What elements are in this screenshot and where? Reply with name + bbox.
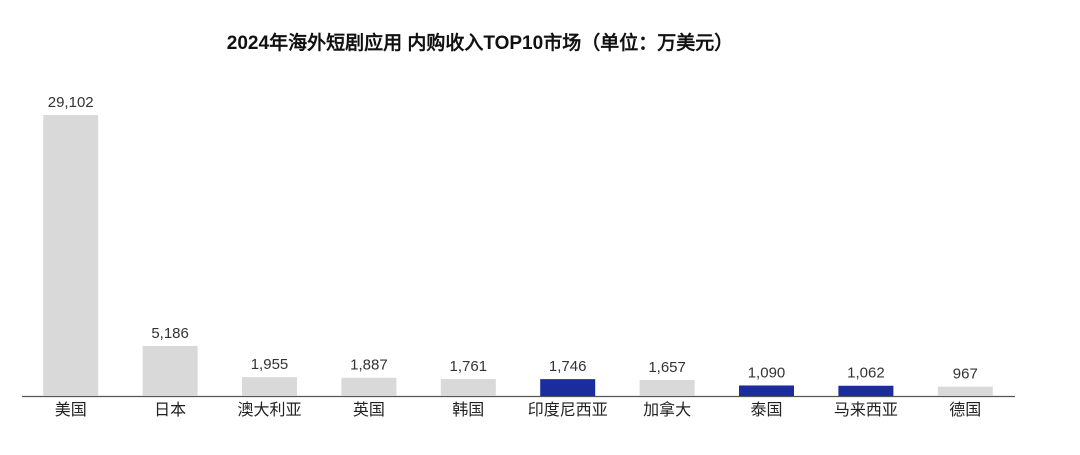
bar: [639, 380, 695, 396]
value-label: 1,887: [350, 357, 388, 374]
x-tick-label: 美国: [55, 401, 87, 419]
x-tick-label: 泰国: [750, 401, 782, 419]
value-label: 5,186: [151, 325, 189, 342]
chart-title: 2024年海外短剧应用 内购收入TOP10市场（单位：万美元）: [227, 31, 733, 54]
x-tick-label: 加拿大: [643, 400, 691, 419]
bar: [242, 377, 297, 396]
value-label: 29,102: [48, 94, 94, 111]
value-label: 1,090: [748, 364, 786, 381]
value-label: 1,761: [450, 358, 488, 375]
value-label: 1,746: [549, 358, 587, 375]
bar: [739, 385, 794, 396]
x-tick-label: 日本: [154, 401, 186, 419]
value-label: 1,062: [847, 365, 885, 382]
bar: [937, 386, 993, 396]
x-tick-label: 韩国: [452, 401, 484, 419]
x-tick-label: 英国: [353, 401, 385, 419]
value-label: 967: [953, 366, 978, 383]
x-tick-label: 印度尼西亚: [528, 401, 608, 419]
value-label: 1,657: [648, 359, 686, 376]
x-tick-label: 德国: [949, 401, 981, 419]
bar: [540, 379, 596, 396]
x-tick-label: 马来西亚: [834, 401, 898, 419]
bar: [43, 115, 99, 396]
bar: [838, 385, 894, 396]
x-tick-label: 澳大利亚: [237, 401, 301, 419]
bar: [341, 377, 397, 396]
value-label: 1,955: [251, 356, 289, 373]
bar: [440, 378, 496, 396]
bar: [142, 345, 198, 396]
